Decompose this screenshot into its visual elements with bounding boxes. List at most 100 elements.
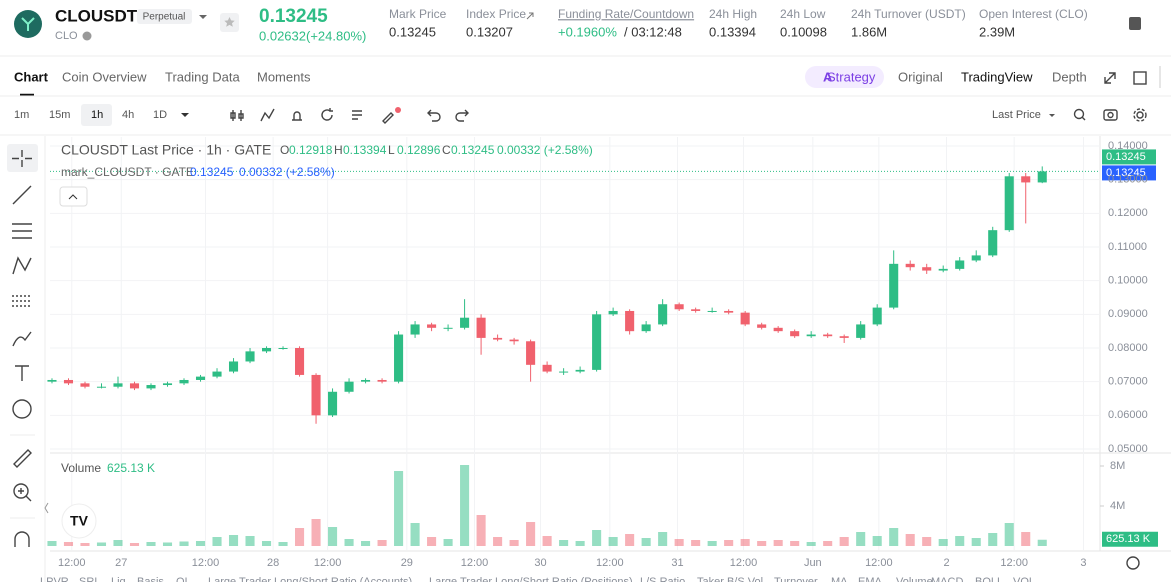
crosshair-tool[interactable] (12, 150, 32, 167)
volume-bar (212, 537, 222, 546)
candle-body (179, 379, 189, 384)
volume-bar (740, 539, 750, 546)
candle-body (443, 327, 453, 329)
settings-icon[interactable] (1136, 111, 1144, 119)
y-tick-label: 0.14000 (1108, 140, 1148, 152)
view-tab[interactable]: Depth (1052, 69, 1087, 84)
interval[interactable]: 4h (122, 109, 134, 121)
indicator[interactable]: MA (831, 576, 848, 582)
info-icon[interactable] (82, 31, 92, 41)
undo-icon[interactable] (427, 109, 441, 122)
stat-value: 0.13245 (389, 24, 436, 39)
window-icon[interactable] (1133, 71, 1147, 85)
alert-icon[interactable] (292, 111, 302, 121)
candle-body (261, 348, 272, 352)
star (224, 17, 235, 27)
brush-tool[interactable] (12, 331, 32, 347)
magnet-tool[interactable] (14, 531, 30, 547)
strategy[interactable]: Strategy (827, 69, 876, 84)
volume-bar (80, 543, 90, 546)
candle-icon[interactable] (230, 110, 244, 121)
tab[interactable]: Moments (257, 69, 311, 84)
doc-icon[interactable] (1129, 17, 1141, 30)
candle-body (872, 307, 882, 325)
indicator[interactable]: BOLL (975, 576, 1003, 582)
x-tick-label: 29 (401, 557, 413, 569)
draw-icon[interactable] (382, 112, 394, 124)
emoji-tool[interactable] (12, 399, 32, 419)
ohlc-letter: L (388, 143, 395, 157)
volume-bar (608, 537, 618, 546)
x-tick-label: 12:00 (865, 557, 893, 569)
x-tick-label: 12:00 (730, 557, 758, 569)
ohlc-letter: C (442, 143, 451, 157)
x-tick-label: 12:00 (192, 557, 220, 569)
zoom-tool[interactable] (13, 483, 29, 499)
pattern-tool[interactable] (12, 256, 32, 275)
indicator[interactable]: Basis (137, 576, 164, 582)
symbol[interactable]: CLOUSDT (55, 6, 138, 25)
caret[interactable] (181, 113, 189, 117)
volume-tick-label: 4M (1110, 500, 1125, 512)
caret[interactable] (1049, 114, 1055, 117)
ohlc-value: 0.12896 (397, 143, 441, 157)
volume-bar (955, 536, 965, 546)
volume-bar (922, 537, 932, 546)
indicator[interactable]: Large Trader Long/Short Ratio (Accounts) (208, 576, 412, 582)
interval[interactable]: 1D (153, 109, 167, 121)
volume-bar (63, 542, 74, 546)
view-tab[interactable]: TradingView (961, 69, 1033, 84)
collapse-arrow[interactable] (44, 502, 49, 514)
replay-icon[interactable] (321, 108, 333, 121)
volume-bar (162, 542, 173, 546)
expand-icon[interactable] (1104, 72, 1116, 84)
candle-body (460, 317, 470, 328)
view-tab[interactable]: Original (898, 69, 943, 84)
indicator[interactable]: LPVR (40, 576, 69, 582)
camera-icon[interactable] (1103, 109, 1118, 121)
indicator[interactable]: Turnover (774, 576, 818, 582)
stat-label: 24h High (709, 7, 757, 21)
volume-bar (938, 539, 948, 546)
search-icon[interactable] (1073, 108, 1085, 120)
projection-tool[interactable] (12, 295, 32, 307)
interval[interactable]: 1h (91, 109, 103, 121)
x-tick-label: 27 (115, 557, 127, 569)
indicator[interactable]: EMA (858, 576, 883, 582)
candle-body (113, 383, 123, 387)
coin: CLO (55, 30, 78, 42)
volume-bar (278, 542, 288, 546)
indicator[interactable]: Taker B/S Vol (697, 576, 763, 582)
candle-body (278, 348, 288, 349)
template-icon[interactable] (352, 110, 362, 120)
candle-body (641, 324, 651, 332)
candle-body (328, 391, 338, 416)
interval[interactable]: 15m (49, 109, 70, 121)
indicator[interactable]: Liq. (111, 576, 129, 582)
text-tool[interactable] (15, 365, 29, 381)
price-type[interactable]: Last Price (992, 109, 1041, 121)
redo-icon[interactable] (455, 109, 469, 122)
indicator[interactable]: VOL (1013, 576, 1035, 582)
fib-tool[interactable] (12, 223, 32, 239)
ruler-tool[interactable] (13, 449, 32, 468)
candle-body (80, 383, 90, 387)
indicator[interactable]: Volume (896, 576, 933, 582)
line-tool[interactable] (12, 185, 32, 205)
axis-settings[interactable] (1126, 556, 1140, 570)
candle-body (592, 314, 602, 370)
indicator[interactable]: MACD (931, 576, 963, 582)
indicator[interactable]: SRI (79, 576, 97, 582)
indicator-icon[interactable] (260, 108, 275, 122)
indicator[interactable]: L/S Ratio (640, 576, 685, 582)
collapse-legend[interactable] (59, 186, 88, 207)
caret[interactable] (199, 15, 207, 19)
tab[interactable]: Chart (14, 69, 49, 84)
tab[interactable]: Coin Overview (62, 69, 147, 84)
indicator[interactable]: OI (176, 576, 188, 582)
arrow-icon (526, 12, 534, 20)
tab[interactable]: Trading Data (165, 69, 240, 84)
interval[interactable]: 1m (14, 109, 29, 121)
x-tick-label: 28 (267, 557, 279, 569)
indicator[interactable]: Large Trader Long/Short Ratio (Positions… (429, 576, 633, 582)
